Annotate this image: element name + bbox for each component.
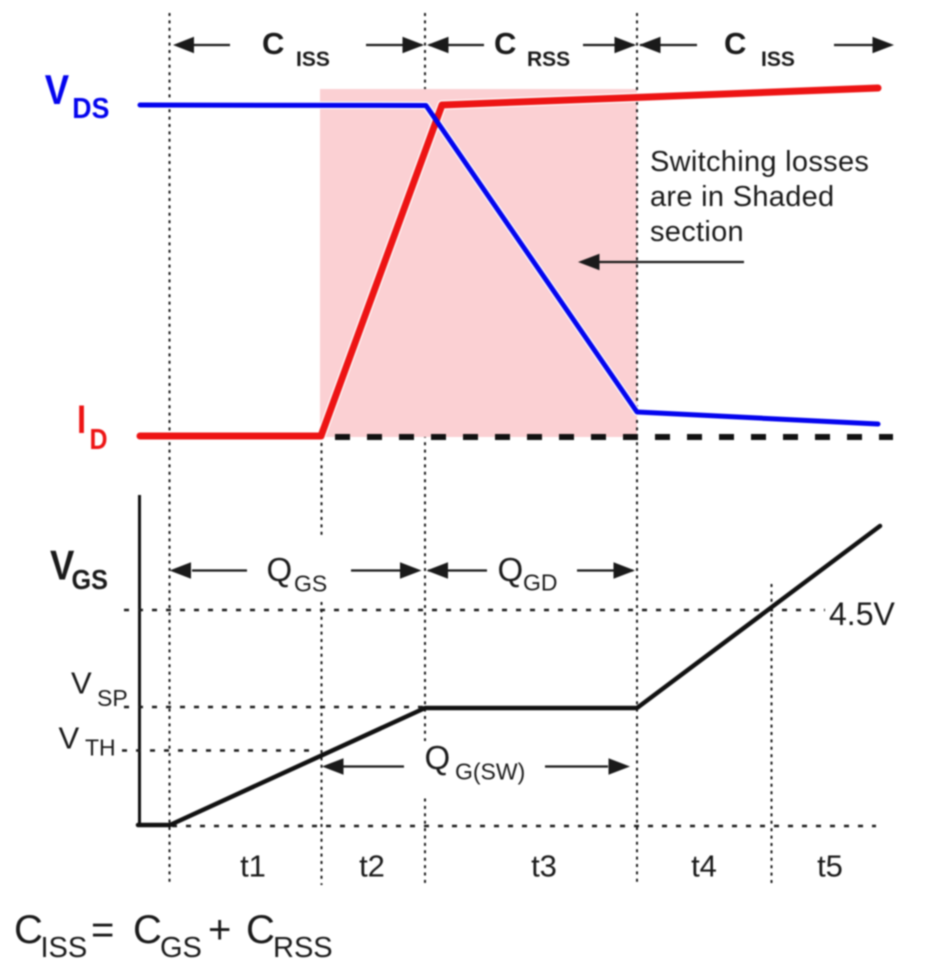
svg-text:section: section bbox=[650, 216, 744, 248]
svg-text:t5: t5 bbox=[817, 849, 843, 884]
svg-text:GS: GS bbox=[294, 571, 327, 597]
svg-text:are in Shaded: are in Shaded bbox=[650, 181, 834, 213]
svg-text:V: V bbox=[50, 542, 74, 589]
svg-text:GD: GD bbox=[523, 570, 558, 596]
svg-text:C: C bbox=[724, 26, 746, 61]
svg-text:V: V bbox=[59, 721, 80, 756]
svg-text:t4: t4 bbox=[691, 849, 717, 884]
svg-text:C: C bbox=[262, 26, 284, 61]
svg-text:t2: t2 bbox=[359, 849, 385, 884]
svg-text:ISS: ISS bbox=[41, 932, 88, 964]
svg-text:C: C bbox=[246, 908, 275, 952]
svg-text:V: V bbox=[45, 67, 69, 114]
svg-text:t1: t1 bbox=[240, 849, 266, 884]
svg-text:=: = bbox=[91, 908, 114, 952]
svg-text:C: C bbox=[133, 908, 162, 952]
svg-text:ISS: ISS bbox=[296, 48, 330, 71]
svg-text:GS: GS bbox=[72, 564, 108, 596]
svg-text:Switching losses: Switching losses bbox=[650, 146, 869, 178]
svg-text:V: V bbox=[71, 666, 92, 701]
svg-text:4.5V: 4.5V bbox=[829, 596, 895, 632]
svg-text:I: I bbox=[77, 397, 86, 442]
svg-text:TH: TH bbox=[85, 735, 116, 761]
svg-text:RSS: RSS bbox=[527, 48, 570, 71]
svg-text:SP: SP bbox=[97, 685, 128, 711]
svg-text:Q: Q bbox=[267, 551, 293, 588]
svg-text:t3: t3 bbox=[531, 849, 557, 884]
svg-text:GS: GS bbox=[160, 932, 202, 964]
svg-text:RSS: RSS bbox=[273, 932, 333, 964]
svg-text:DS: DS bbox=[72, 92, 109, 124]
svg-text:C: C bbox=[494, 26, 516, 61]
svg-text:+: + bbox=[208, 908, 231, 952]
svg-text:C: C bbox=[14, 908, 43, 952]
svg-text:D: D bbox=[90, 423, 108, 455]
svg-text:ISS: ISS bbox=[761, 48, 795, 71]
svg-text:G(SW): G(SW) bbox=[455, 759, 525, 785]
svg-text:Q: Q bbox=[425, 739, 451, 776]
svg-text:Q: Q bbox=[498, 551, 524, 588]
